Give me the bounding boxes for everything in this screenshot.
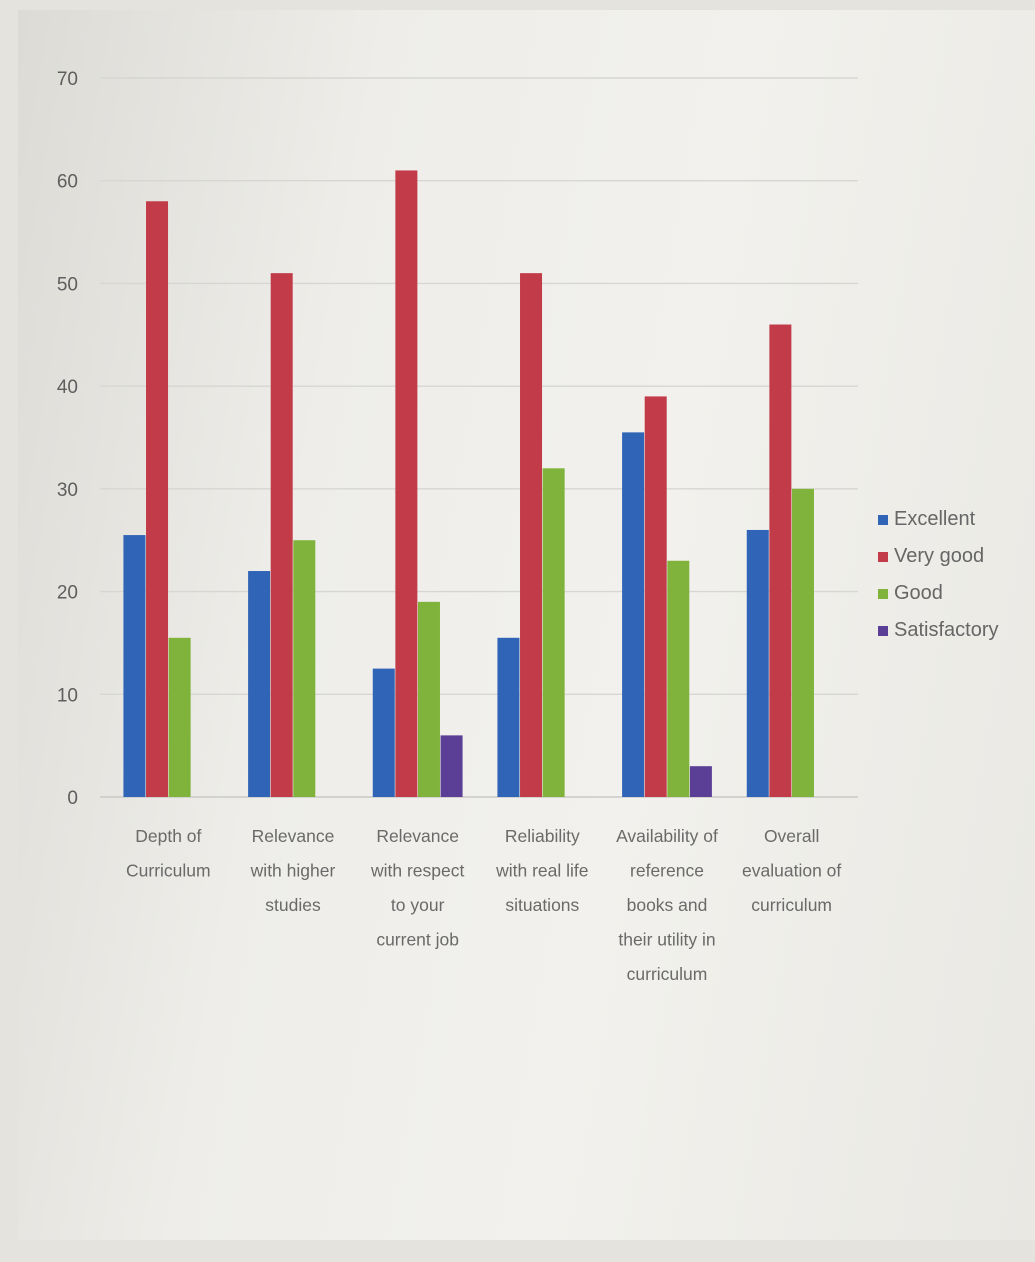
x-category-label: Relevance with respect to your current job (370, 826, 465, 950)
legend-swatch (878, 515, 888, 525)
legend: Excellent Very good Good Satisfactory (878, 508, 998, 641)
y-axis-ticks: 0 10 20 30 40 50 60 70 (57, 69, 78, 809)
bar-satisfactory (689, 766, 712, 797)
bar-satisfactory (440, 735, 463, 797)
legend-entry: Good (894, 582, 943, 604)
gridlines (100, 77, 858, 798)
bar-good (168, 637, 191, 797)
x-category-label: Availability of reference books and their u… (616, 826, 718, 984)
legend-swatch (878, 589, 888, 599)
bar-very-good (769, 324, 792, 797)
bar-excellent (622, 432, 645, 797)
bar-very-good (146, 201, 169, 797)
bar-excellent (248, 571, 271, 797)
bar-excellent (746, 529, 769, 797)
y-tick-label: 0 (67, 788, 78, 809)
bar-very-good (270, 273, 293, 798)
bar-very-good (520, 273, 543, 798)
bars (123, 170, 814, 798)
legend-entry: Very good (894, 545, 984, 567)
bar-good (791, 488, 814, 797)
bar-excellent (372, 668, 395, 797)
y-tick-label: 50 (57, 274, 78, 295)
bar-very-good (644, 396, 667, 797)
bar-very-good (395, 170, 418, 797)
category-labels: Depth of Curriculum Relevance with higher st… (126, 826, 841, 984)
x-category-label: Depth of Curriculum (126, 826, 211, 881)
legend-swatch (878, 552, 888, 562)
bar-good (293, 540, 316, 797)
y-tick-label: 20 (57, 583, 78, 604)
bar-excellent (497, 637, 520, 797)
y-tick-label: 40 (57, 377, 78, 398)
bar-good (417, 601, 440, 797)
x-category-label: Overall evaluation of curriculum (742, 826, 841, 915)
legend-entry: Excellent (894, 508, 976, 530)
x-category-label: Relevance with higher studies (250, 826, 336, 915)
bar-excellent (123, 535, 146, 797)
x-category-label: Reliability with real life situations (495, 826, 588, 915)
legend-entry: Satisfactory (894, 619, 998, 641)
y-tick-label: 10 (57, 685, 78, 706)
y-tick-label: 70 (57, 69, 78, 90)
legend-swatch (878, 626, 888, 636)
y-tick-label: 30 (57, 480, 78, 501)
bar-good (542, 468, 565, 797)
y-tick-label: 60 (57, 172, 78, 193)
bar-good (667, 560, 690, 797)
